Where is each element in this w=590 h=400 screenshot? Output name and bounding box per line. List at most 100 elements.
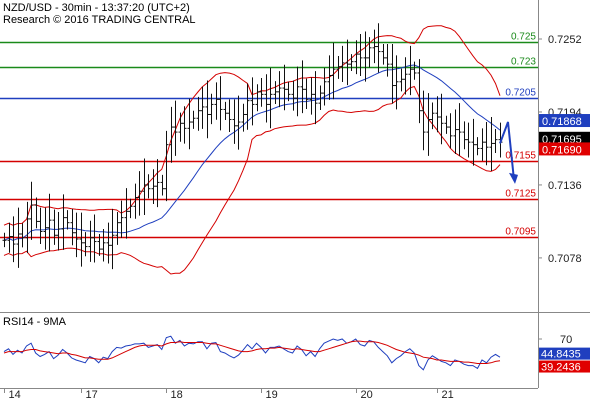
price-bar (322, 67, 327, 106)
price-bar (155, 159, 160, 208)
price-bar (61, 194, 66, 250)
price-bar (47, 193, 52, 252)
price-bar (92, 214, 97, 263)
rsi-badge-1 (539, 360, 590, 373)
rsi-tick-label-0: 70 (560, 334, 572, 346)
rsi-plot-area (0, 313, 538, 388)
price-badge-label-2: 0.71690 (542, 144, 582, 156)
price-bar (376, 23, 381, 73)
price-bar (196, 96, 201, 131)
price-bar (408, 45, 413, 96)
price-axis: 0.72520.71940.71360.70780.718680.716950.… (538, 34, 590, 265)
price-bar (403, 57, 408, 95)
price-bar (426, 93, 431, 156)
rsi-badge-label-0: 44.8435 (541, 349, 581, 361)
price-bar (385, 44, 390, 77)
level-label-4: 0.7125 (505, 189, 536, 200)
projection-arrow (499, 121, 518, 184)
time-tick-label-3: 19 (266, 389, 278, 400)
price-bar (70, 208, 75, 246)
price-bar (331, 42, 336, 100)
price-bar (457, 103, 462, 156)
price-tick-label-2: 0.7136 (548, 180, 582, 192)
price-bar (291, 80, 296, 111)
rsi-title: RSI14 - 9MA (3, 316, 67, 328)
price-bar (223, 101, 228, 121)
price-bar (484, 122, 489, 166)
price-bar (282, 64, 287, 111)
price-bar (300, 60, 305, 114)
price-bars (2, 23, 503, 270)
price-bar (173, 100, 178, 156)
price-bar (160, 174, 165, 196)
price-bar (327, 55, 332, 100)
price-bar (318, 85, 323, 110)
rsi-badge-0 (539, 347, 590, 360)
price-bar (480, 128, 485, 161)
price-bar (169, 106, 174, 163)
price-bar (200, 86, 205, 129)
price-bar (110, 208, 115, 270)
price-bar (133, 183, 138, 219)
price-bar (232, 99, 237, 144)
price-bar (38, 207, 43, 244)
price-bar (16, 207, 21, 268)
price-bar (448, 113, 453, 149)
price-badge-0 (539, 114, 590, 128)
price-bar (128, 198, 133, 219)
price-bar (88, 220, 93, 262)
price-bar (394, 55, 399, 110)
projection-arrowhead (509, 172, 518, 184)
time-tick-label-2: 18 (171, 389, 183, 400)
rsi-ma-line (3, 340, 501, 364)
price-bar (119, 200, 124, 238)
price-bar (309, 77, 314, 115)
price-bar (336, 55, 341, 79)
price-bar (178, 112, 183, 142)
price-bar (151, 169, 156, 204)
price-bar (79, 212, 84, 267)
price-bar (101, 228, 106, 262)
price-bar (255, 84, 260, 112)
price-bar (277, 71, 282, 108)
time-tick-label-4: 20 (361, 389, 373, 400)
price-bar (268, 67, 273, 129)
price-bar (191, 110, 196, 129)
price-bar (205, 80, 210, 139)
price-bar (146, 174, 151, 199)
price-badge-label-0: 0.71868 (542, 116, 582, 128)
price-bar (74, 212, 79, 258)
price-bar (435, 96, 440, 133)
price-bar (124, 188, 129, 239)
price-bar (115, 211, 120, 245)
rsi-line (3, 335, 501, 371)
price-plot-area (0, 0, 538, 312)
price-bar (43, 207, 48, 250)
price-bar (259, 78, 264, 107)
price-bar (65, 210, 70, 230)
price-bar (106, 222, 111, 264)
price-bar (164, 130, 169, 202)
price-bar (354, 40, 359, 75)
price-bar (313, 71, 318, 125)
price-bar (137, 171, 142, 216)
price-bar (209, 93, 214, 125)
price-bar (29, 181, 34, 240)
level-label-1: 0.723 (511, 57, 536, 68)
price-bar (381, 44, 386, 65)
price-bar (241, 103, 246, 132)
price-panel: 0.725 0.723 0.7205 0.7155 0.7125 0.7095 0.725… (0, 0, 590, 312)
price-bar (493, 128, 498, 154)
price-levels: 0.725 0.723 0.7205 0.7155 0.7125 0.7095 (0, 32, 538, 239)
price-bar (453, 109, 458, 154)
header-line1: NZD/USD - 30min - 13:37:20 (UTC+2) (3, 2, 190, 14)
price-bar (462, 121, 467, 150)
price-bar (358, 33, 363, 76)
price-bar (475, 137, 480, 156)
price-bar (2, 232, 7, 248)
price-bar (182, 106, 187, 144)
price-bar (227, 99, 232, 132)
